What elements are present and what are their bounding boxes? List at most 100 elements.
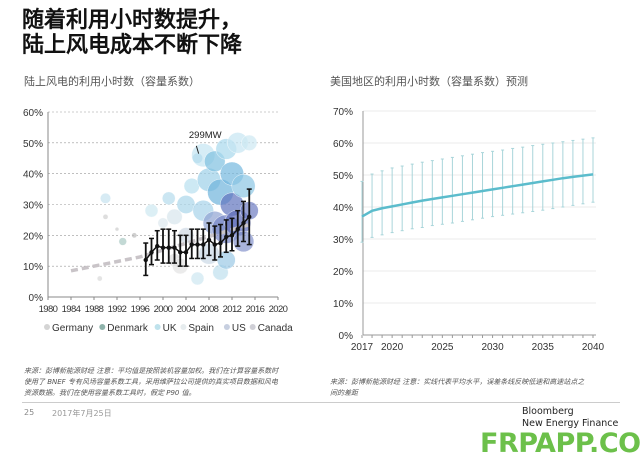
bubble [190, 271, 205, 286]
x-tick-label: 2012 [223, 304, 242, 315]
x-tick-label: 2020 [269, 304, 288, 315]
mean-point [189, 242, 194, 247]
note-line: 间的差距 [330, 389, 358, 397]
y-tick-label: 60% [333, 139, 353, 150]
mean-point [155, 243, 160, 249]
mean-point [218, 240, 223, 246]
annotation-pointer [195, 145, 200, 154]
legend-marker [249, 324, 256, 330]
mean-point [183, 250, 189, 255]
x-tick-label: 2025 [431, 342, 454, 353]
mean-point [235, 226, 240, 232]
title-line-2: 陆上风电成本不断下降 [22, 33, 243, 58]
legend-label: UK [163, 323, 177, 334]
bubble [131, 232, 138, 239]
mean-point [143, 257, 148, 263]
y-tick-label: 0% [339, 331, 354, 342]
legend-label: Germany [52, 323, 93, 334]
bnef-logo: Bloomberg New Energy Finance [522, 406, 618, 430]
right-chart-title: 美国地区的利用小时数（容量系数）预测 [330, 75, 528, 88]
legend-marker [223, 324, 230, 330]
note-line: 来源：彭博新能源财经 注意：平均值是按照装机容量加权。我们在计算容量系数时 [24, 367, 279, 375]
mean-point [172, 245, 177, 250]
mean-line [361, 173, 594, 218]
bubble [96, 275, 103, 282]
right-source-note: 来源：彭博新能源财经 注意：实线代表平均水平，误差条线反映低速和高速站点之 间的… [330, 377, 584, 399]
mean-point [195, 242, 200, 247]
mean-point [178, 250, 183, 255]
x-tick-label: 2017 [351, 342, 374, 353]
mean-point [201, 242, 206, 247]
mean-point [247, 214, 252, 220]
y-tick-label: 30% [333, 235, 353, 246]
y-tick-label: 20% [333, 267, 353, 278]
title-line-1: 随着利用小时数提升， [22, 8, 243, 33]
x-tick-label: 2004 [177, 304, 196, 315]
y-tick-label: 10% [23, 262, 43, 273]
legend-marker [180, 324, 187, 330]
mean-point [224, 234, 229, 240]
x-tick-label: 1996 [131, 304, 150, 315]
annotation-label: 299MW [189, 130, 222, 141]
left-source-note: 来源：彭博新能源财经 注意：平均值是按照装机容量加权。我们在计算容量系数时 使用… [24, 366, 278, 399]
bubble [100, 192, 111, 204]
y-tick-label: 30% [23, 201, 43, 212]
legend-label: US [232, 323, 246, 334]
bubble [102, 214, 109, 220]
bubble [176, 195, 196, 214]
legend-marker [99, 324, 106, 330]
trend-line [70, 222, 250, 273]
x-tick-label: 1988 [85, 304, 104, 315]
left-chart-title: 陆上风电的利用小时数（容量系数） [24, 75, 200, 88]
mean-point [241, 220, 246, 226]
footer-date: 2017年7月25日 [52, 409, 112, 418]
bubble [241, 134, 258, 151]
logo-line: Bloomberg [522, 406, 574, 417]
y-tick-label: 50% [333, 171, 353, 182]
x-tick-label: 2035 [532, 342, 555, 353]
footer-divider [22, 402, 620, 403]
page-number: 25 [24, 408, 35, 417]
x-tick-label: 1984 [62, 304, 81, 315]
slide-title: 随着利用小时数提升， 陆上风电成本不断下降 [22, 8, 242, 58]
x-tick-label: 2016 [246, 304, 265, 315]
watermark: FRPAPP.COM [480, 428, 640, 459]
bubble [144, 203, 159, 218]
mean-point [149, 250, 154, 255]
y-tick-label: 10% [333, 299, 353, 310]
mean-point [206, 237, 212, 243]
x-tick-label: 1980 [39, 304, 58, 315]
bubble [166, 208, 183, 225]
x-tick-label: 2020 [381, 342, 404, 353]
bubble [231, 174, 256, 198]
legend-label: Spain [188, 323, 214, 334]
y-tick-label: 0% [29, 293, 44, 304]
mean-point [212, 242, 217, 247]
bubble [114, 227, 120, 232]
bubble [118, 237, 127, 246]
x-tick-label: 2000 [154, 304, 173, 315]
legend-label: Canada [258, 323, 293, 334]
x-tick-label: 2040 [582, 342, 605, 353]
y-tick-label: 60% [23, 108, 43, 119]
y-tick-label: 20% [23, 231, 43, 242]
legend-marker [154, 324, 161, 330]
mean-point [160, 245, 166, 250]
mean-point [166, 245, 171, 250]
legend-marker [44, 324, 50, 330]
bubble [157, 217, 169, 229]
note-line: 来源：彭博新能源财经 注意：实线代表平均水平，误差条线反映低速和高速站点之 [330, 378, 585, 386]
y-tick-label: 40% [23, 170, 43, 181]
note-line: 资源数据。我们在使用容量系数工具时，假定 P90 值。 [24, 389, 196, 397]
bubble [162, 191, 176, 206]
y-tick-label: 50% [23, 139, 43, 150]
legend-label: Denmark [107, 323, 149, 334]
x-tick-label: 2008 [200, 304, 219, 315]
logo-line: New Energy Finance [522, 418, 619, 429]
x-tick-label: 1992 [108, 304, 127, 315]
y-tick-label: 40% [333, 203, 353, 214]
y-tick-label: 70% [333, 107, 353, 118]
x-tick-label: 2030 [481, 342, 504, 353]
